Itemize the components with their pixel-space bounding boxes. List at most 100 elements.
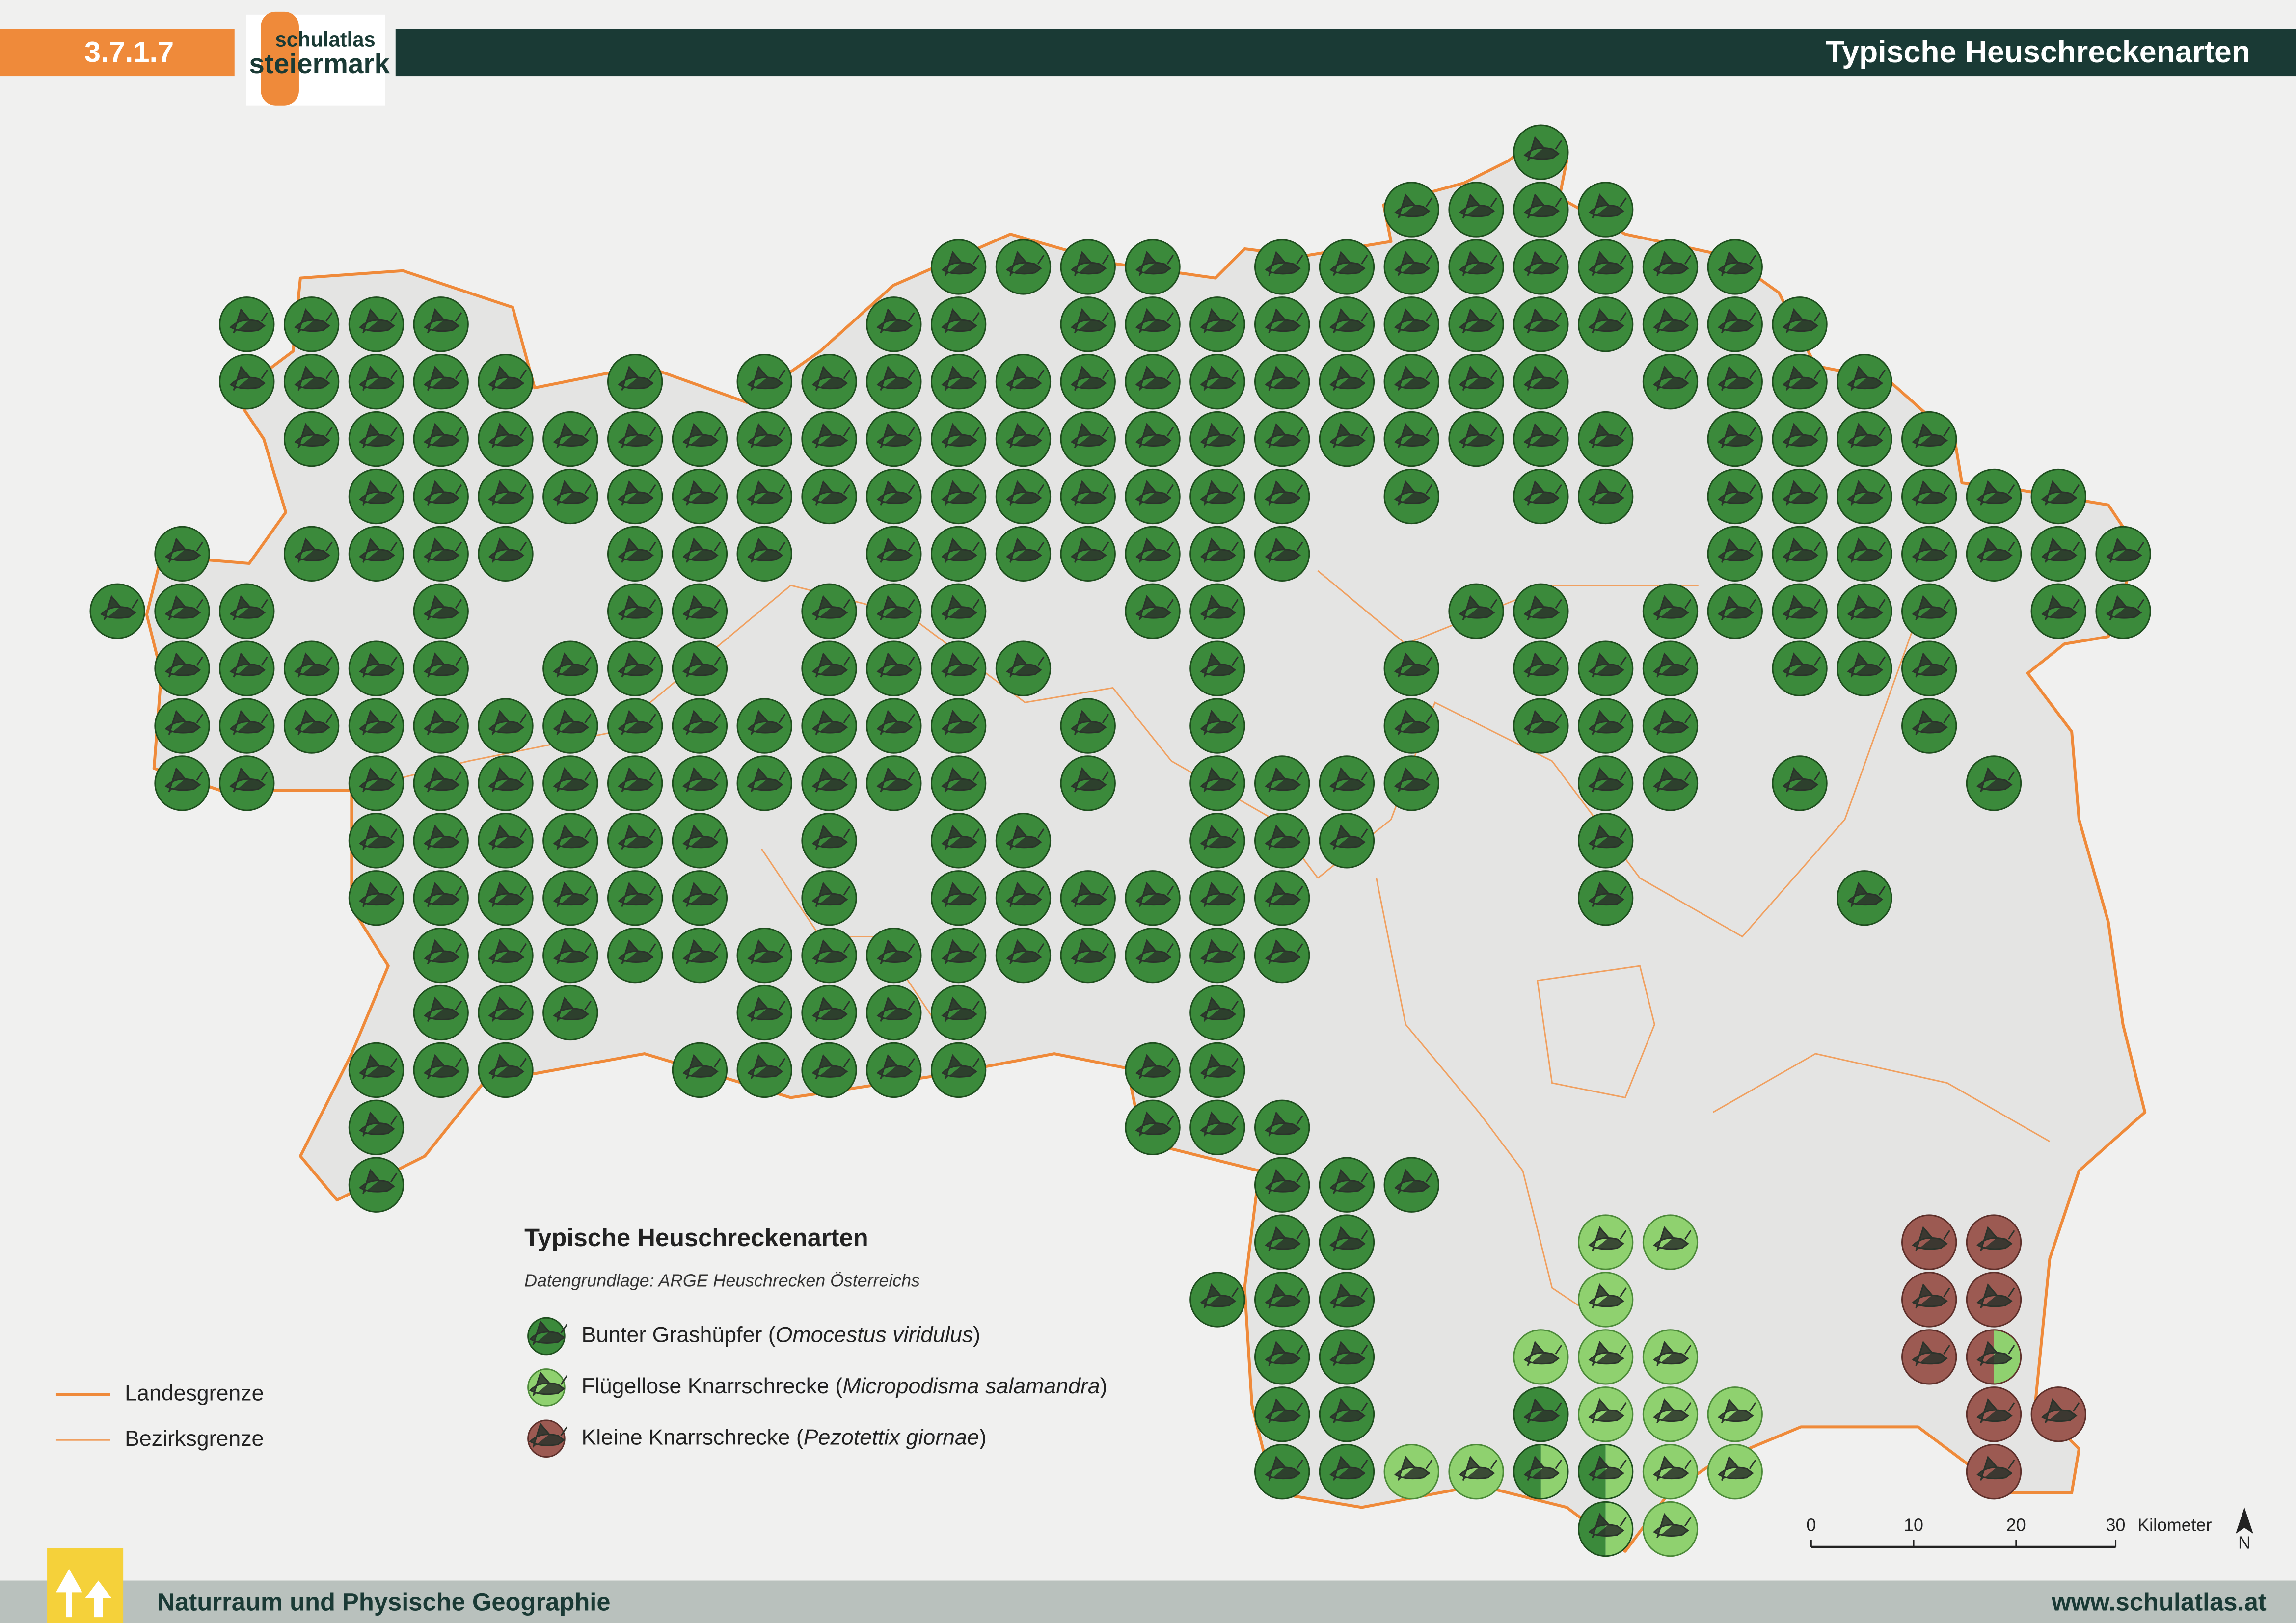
cell <box>1966 1329 2022 1385</box>
grasshopper-icon <box>1523 710 1562 735</box>
grasshopper-icon <box>1394 193 1433 219</box>
grasshopper-icon <box>941 996 980 1022</box>
grasshopper-icon <box>876 652 915 678</box>
legend-entry: Bunter Grashüpfer (Omocestus viridulus) <box>581 1323 980 1347</box>
grasshopper-icon <box>488 996 527 1022</box>
grasshopper-icon <box>1588 1283 1627 1309</box>
grasshopper-icon <box>1653 1513 1692 1538</box>
grasshopper-icon <box>164 652 203 678</box>
grasshopper-icon <box>1135 480 1174 506</box>
grasshopper-icon <box>1006 652 1045 678</box>
legend-entry-part: Omocestus viridulus <box>776 1323 973 1347</box>
grasshopper-icon <box>811 480 851 506</box>
grasshopper-icon <box>164 537 203 563</box>
grasshopper-icon <box>811 423 851 448</box>
grasshopper-icon <box>1265 1111 1303 1137</box>
legend-entry-part: Bunter Grashüpfer ( <box>581 1323 775 1347</box>
grasshopper-icon <box>1653 1226 1692 1251</box>
grasshopper-icon <box>811 595 851 620</box>
grasshopper-icon <box>359 423 398 448</box>
grasshopper-icon <box>1653 595 1692 620</box>
grasshopper-icon <box>747 767 786 793</box>
grasshopper-icon <box>1782 423 1821 448</box>
grasshopper-icon <box>1459 193 1498 219</box>
grasshopper-icon <box>2106 537 2145 563</box>
grasshopper-icon <box>618 881 656 907</box>
grasshopper-icon <box>1653 767 1692 793</box>
grasshopper-icon <box>294 652 333 678</box>
logo-bottom: steiermark <box>249 49 390 80</box>
grasshopper-icon <box>1459 595 1498 620</box>
grasshopper-icon <box>423 1054 462 1079</box>
grasshopper-icon <box>1653 308 1692 334</box>
grasshopper-icon <box>1394 652 1433 678</box>
grasshopper-icon <box>941 537 980 563</box>
grasshopper-icon <box>1459 251 1498 276</box>
grasshopper-icon <box>359 652 398 678</box>
grasshopper-icon <box>1588 193 1627 219</box>
grasshopper-icon <box>1071 881 1109 907</box>
grasshopper-icon <box>423 537 462 563</box>
grasshopper-icon <box>1523 595 1562 620</box>
legend-boundary: Landesgrenze <box>125 1382 264 1406</box>
scale-label: 30 <box>2106 1516 2126 1535</box>
grasshopper-icon <box>1265 825 1303 850</box>
grasshopper-icon <box>941 1054 980 1079</box>
legend-entry-part: Kleine Knarrschrecke ( <box>581 1425 803 1449</box>
grasshopper-icon <box>1135 1054 1174 1079</box>
grasshopper-icon <box>618 825 656 850</box>
north-label: N <box>2238 1533 2251 1552</box>
grasshopper-icon <box>229 595 268 620</box>
grasshopper-icon <box>1071 939 1109 964</box>
grasshopper-icon <box>553 767 592 793</box>
grasshopper-icon <box>1588 1398 1627 1424</box>
logo-top: schulatlas <box>275 28 376 51</box>
grasshopper-icon <box>488 939 527 964</box>
grasshopper-icon <box>1523 365 1562 391</box>
grasshopper-icon <box>682 423 721 448</box>
grasshopper-icon <box>1329 1398 1368 1424</box>
grasshopper-icon <box>1847 423 1886 448</box>
grasshopper-icon <box>164 595 203 620</box>
legend-entry-part: Flügellose Knarrschrecke ( <box>581 1374 842 1398</box>
grasshopper-icon <box>618 423 656 448</box>
grasshopper-icon <box>1071 251 1109 276</box>
grasshopper-icon <box>811 365 851 391</box>
grasshopper-icon <box>1329 1341 1368 1366</box>
grasshopper-icon <box>1200 825 1239 850</box>
grasshopper-icon <box>1329 251 1368 276</box>
grasshopper-icon <box>359 537 398 563</box>
grasshopper-icon <box>1588 308 1627 334</box>
grasshopper-icon <box>1200 480 1239 506</box>
grasshopper-icon <box>1329 308 1368 334</box>
grasshopper-icon <box>1653 251 1692 276</box>
grasshopper-icon <box>359 825 398 850</box>
grasshopper-icon <box>876 595 915 620</box>
grasshopper-icon <box>359 308 398 334</box>
grasshopper-icon <box>682 939 721 964</box>
grasshopper-icon <box>1847 537 1886 563</box>
grasshopper-icon <box>1394 365 1433 391</box>
grasshopper-icon <box>1394 308 1433 334</box>
grasshopper-icon <box>1782 365 1821 391</box>
grasshopper-icon <box>1912 1283 1950 1309</box>
grasshopper-icon <box>1135 308 1174 334</box>
grasshopper-icon <box>1782 480 1821 506</box>
grasshopper-icon <box>1653 365 1692 391</box>
footer-right: www.schulatlas.at <box>2051 1588 2267 1616</box>
cell-grid <box>89 124 2151 1557</box>
grasshopper-icon <box>876 480 915 506</box>
grasshopper-icon <box>1200 881 1239 907</box>
legend-title: Typische Heuschreckenarten <box>524 1224 868 1251</box>
grasshopper-icon <box>682 1054 721 1079</box>
grasshopper-icon <box>529 1320 567 1345</box>
grasshopper-icon <box>1394 1169 1433 1194</box>
grasshopper-icon <box>1782 537 1821 563</box>
scale-unit: Kilometer <box>2137 1516 2212 1535</box>
grasshopper-icon <box>1976 1398 2015 1424</box>
grasshopper-icon <box>1006 251 1045 276</box>
grasshopper-icon <box>876 423 915 448</box>
grasshopper-icon <box>747 996 786 1022</box>
grasshopper-icon <box>2106 595 2145 620</box>
grasshopper-icon <box>941 423 980 448</box>
